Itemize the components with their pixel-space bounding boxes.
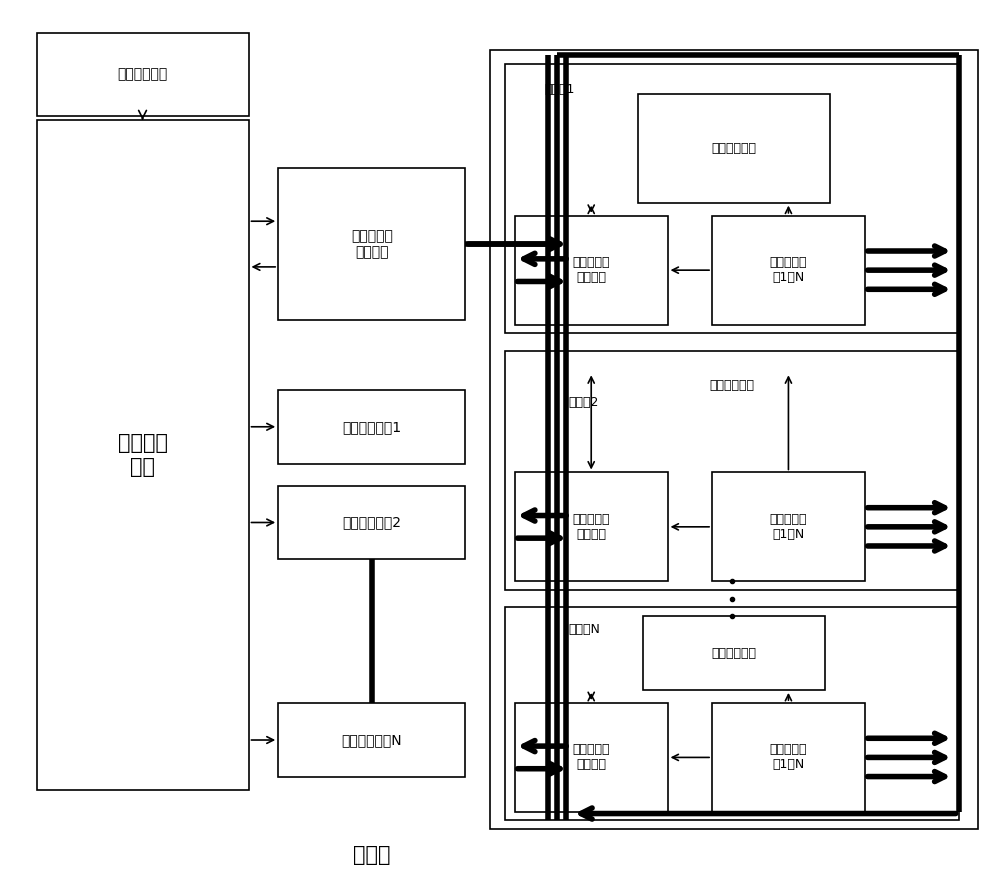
Text: 时钟通道模
块1或N: 时钟通道模 块1或N — [770, 513, 807, 541]
Bar — [712, 216, 865, 324]
Bar — [505, 607, 959, 820]
Bar — [278, 390, 465, 464]
Bar — [515, 703, 668, 812]
Text: 时钟盘: 时钟盘 — [353, 845, 391, 865]
Text: 时钟通道模
块1或N: 时钟通道模 块1或N — [770, 256, 807, 284]
Bar — [712, 703, 865, 812]
Bar — [278, 485, 465, 560]
Bar — [37, 120, 249, 790]
Text: 信息获取模块: 信息获取模块 — [117, 67, 168, 81]
Bar — [515, 472, 668, 581]
Text: 时钟通道模块N: 时钟通道模块N — [341, 733, 402, 747]
Bar — [490, 50, 978, 829]
Bar — [278, 168, 465, 320]
Bar — [515, 216, 668, 324]
Bar — [505, 351, 959, 590]
Bar — [643, 616, 825, 690]
Text: 逻辑处理模块: 逻辑处理模块 — [712, 141, 757, 155]
Text: 通道控制
模块: 通道控制 模块 — [118, 433, 168, 476]
Bar — [505, 64, 959, 333]
Text: 广播及数据
接收模块: 广播及数据 接收模块 — [351, 229, 393, 259]
Bar — [37, 33, 249, 116]
Text: 线路盘1: 线路盘1 — [544, 82, 574, 95]
Text: 数据发送及
接收模块: 数据发送及 接收模块 — [572, 513, 610, 541]
Text: 时钟通道模
块1或N: 时钟通道模 块1或N — [770, 743, 807, 772]
Text: 数据发送及
接收模块: 数据发送及 接收模块 — [572, 256, 610, 284]
Text: 线路盘2: 线路盘2 — [569, 396, 599, 409]
Text: 逻辑处理模块: 逻辑处理模块 — [709, 379, 754, 392]
Text: 逻辑处理模块: 逻辑处理模块 — [712, 646, 757, 659]
Text: 数据发送及
接收模块: 数据发送及 接收模块 — [572, 743, 610, 772]
Text: 时钟通道模块1: 时钟通道模块1 — [342, 420, 401, 434]
Text: 线路盘N: 线路盘N — [568, 622, 600, 636]
Bar — [278, 703, 465, 777]
Bar — [712, 472, 865, 581]
Bar — [638, 94, 830, 202]
Text: 时钟通道模块2: 时钟通道模块2 — [342, 515, 401, 530]
